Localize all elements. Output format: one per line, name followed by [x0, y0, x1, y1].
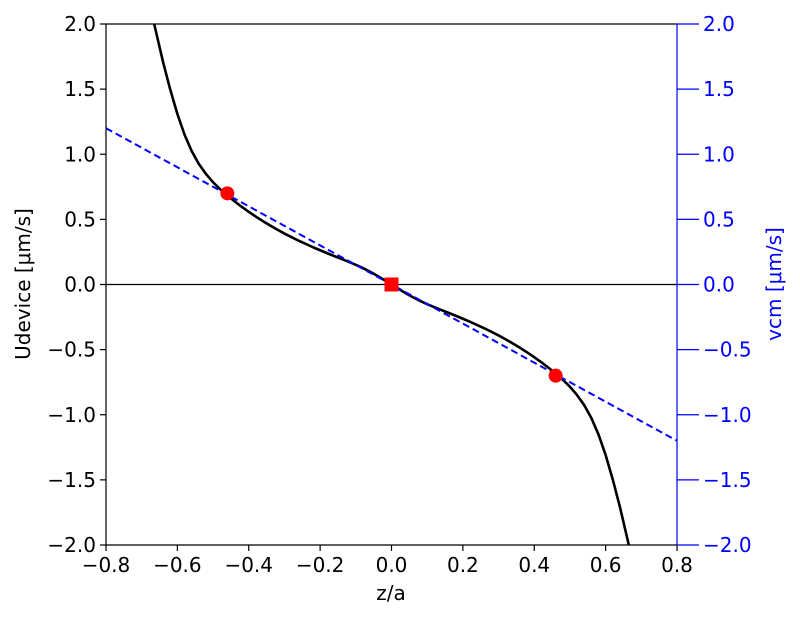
y-right-tick-label: −1.5 — [703, 468, 752, 492]
y-ticks-right: 2.0 1.5 1.0 0.5 0.0 −0.5 −1.0 −1.5 −2.0 — [677, 12, 752, 557]
x-ticks: −0.8 −0.6 −0.4 −0.2 0.0 0.2 0.4 0.6 0.8 — [82, 545, 693, 577]
y-right-tick-label: 2.0 — [703, 12, 735, 36]
marker-layer — [220, 186, 563, 383]
y-left-tick-label: −1.5 — [47, 468, 96, 492]
marker-square — [384, 277, 399, 292]
y-right-tick-label: −1.0 — [703, 403, 752, 427]
x-tick-label: 0.6 — [590, 553, 622, 577]
x-tick-label: −0.6 — [153, 553, 202, 577]
x-tick-label: −0.2 — [296, 553, 345, 577]
x-tick-label: 0.8 — [661, 553, 693, 577]
y-left-tick-label: 0.5 — [64, 207, 96, 231]
y-axis-title-left: Udevice [μm/s] — [11, 208, 35, 360]
y-left-tick-label: −0.5 — [47, 338, 96, 362]
marker-circle — [548, 368, 563, 383]
y-left-tick-label: −2.0 — [47, 533, 96, 557]
y-axis-title-right: vcm [μm/s] — [762, 227, 786, 341]
marker-circle — [220, 186, 235, 201]
y-left-tick-label: 1.5 — [64, 77, 96, 101]
x-tick-label: −0.8 — [82, 553, 131, 577]
y-left-tick-label: −1.0 — [47, 403, 96, 427]
y-right-tick-label: 1.5 — [703, 77, 735, 101]
y-right-tick-label: 0.5 — [703, 207, 735, 231]
y-left-tick-label: 2.0 — [64, 12, 96, 36]
x-tick-label: 0.4 — [518, 553, 550, 577]
y-ticks-left: 2.0 1.5 1.0 0.5 0.0 −0.5 −1.0 −1.5 −2.0 — [47, 12, 106, 557]
y-right-tick-label: −0.5 — [703, 338, 752, 362]
y-right-tick-label: 1.0 — [703, 142, 735, 166]
x-tick-label: −0.4 — [224, 553, 273, 577]
x-tick-label: 0.0 — [376, 553, 408, 577]
y-left-tick-label: 1.0 — [64, 142, 96, 166]
x-axis-title: z/a — [376, 581, 406, 605]
y-right-tick-label: 0.0 — [703, 273, 735, 297]
x-tick-label: 0.2 — [447, 553, 479, 577]
y-left-tick-label: 0.0 — [64, 273, 96, 297]
y-right-tick-label: −2.0 — [703, 533, 752, 557]
